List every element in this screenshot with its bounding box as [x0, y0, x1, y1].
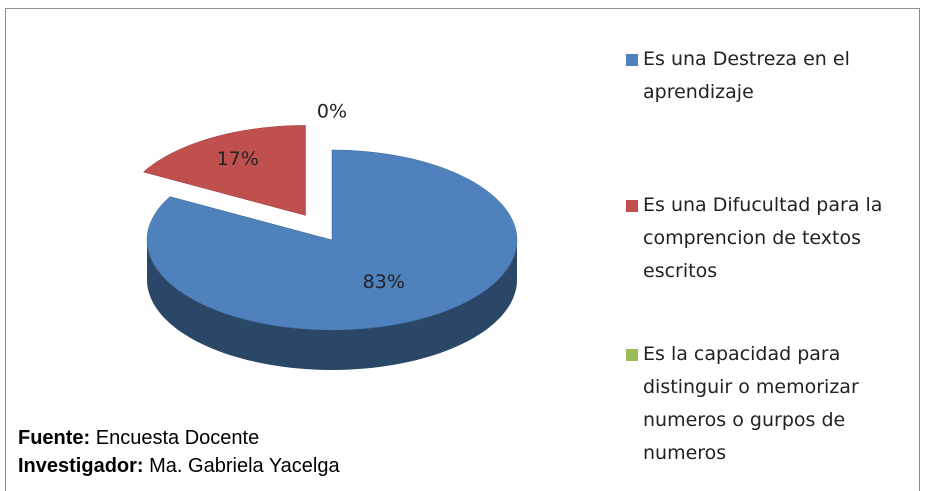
legend-label: Es una Difucultad para la comprencion de… [643, 194, 883, 282]
investigator-label: Investigador: [18, 455, 144, 477]
legend-item: Es una Difucultad para la comprencion de… [626, 189, 888, 288]
chart-frame [5, 8, 920, 491]
slice [142, 125, 306, 216]
legend-item: Es una Destreza en el aprendizaje [626, 43, 888, 109]
slice [146, 149, 518, 331]
legend-label: Es la capacidad para distinguir o memori… [643, 343, 859, 464]
slice-wall [147, 240, 517, 370]
legend-swatch [626, 54, 638, 66]
legend-swatch [626, 349, 638, 361]
data-label: 83% [363, 271, 405, 293]
investigator-text: Ma. Gabriela Yacelga [149, 455, 340, 477]
source-label: Fuente: [18, 427, 91, 449]
data-label: 0% [317, 101, 347, 123]
source: Fuente: Encuesta Docente [18, 427, 259, 450]
legend-swatch [626, 200, 638, 212]
legend-item: Es la capacidad para distinguir o memori… [626, 338, 888, 470]
source-text: Encuesta Docente [95, 427, 260, 449]
data-label: 17% [217, 148, 259, 170]
investigator: Investigador: Ma. Gabriela Yacelga [18, 455, 340, 478]
legend-label: Es una Destreza en el aprendizaje [643, 48, 850, 103]
